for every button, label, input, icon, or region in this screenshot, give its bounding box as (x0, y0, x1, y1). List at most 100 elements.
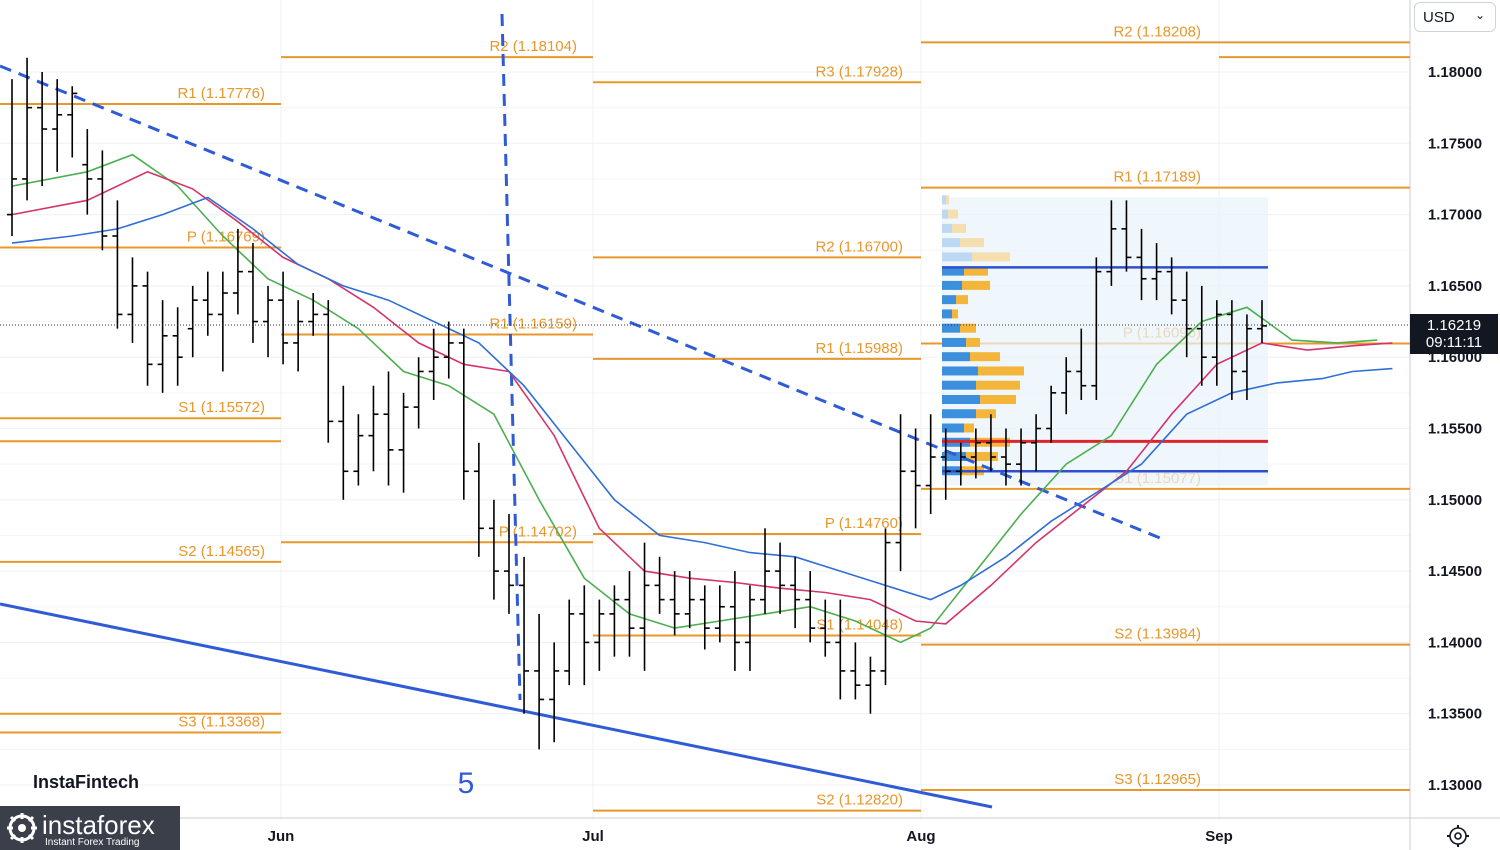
volume-bar-sell (960, 323, 976, 333)
ohlc-bar (805, 571, 816, 643)
pivot-label: P (1.14760) (825, 515, 903, 532)
volume-bar-buy (942, 423, 964, 433)
currency-dropdown[interactable]: USD ⌄ (1414, 2, 1496, 32)
volume-bar-buy (942, 295, 956, 305)
price-tick-label: 1.13500 (1428, 706, 1482, 723)
ohlc-bar (1091, 257, 1102, 400)
pivot-label: R2 (1.16700) (815, 238, 903, 255)
ohlc-bar (1226, 300, 1237, 400)
ohlc-bar (714, 585, 725, 643)
volume-bar-buy (942, 452, 966, 462)
volume-bar-buy (942, 209, 948, 219)
ohlc-bar (172, 307, 183, 386)
pivot-label: R1 (1.16159) (489, 316, 577, 333)
ohlc-bar (1196, 285, 1207, 386)
ohlc-bar (744, 585, 755, 671)
ohlc-bars (7, 57, 1267, 750)
price-tick-label: 1.14000 (1428, 634, 1482, 651)
ohlc-bar (488, 499, 499, 600)
volume-bar-sell (966, 452, 998, 462)
ohlc-bar (729, 571, 740, 671)
price-tick-label: 1.14500 (1428, 563, 1482, 580)
ohlc-bar (534, 613, 545, 750)
volume-bar-buy (942, 380, 976, 390)
volume-bar-sell (952, 223, 966, 233)
ohlc-bar (669, 571, 680, 636)
ohlc-bar (684, 571, 695, 629)
pivot-label: S3 (1.13368) (178, 714, 265, 731)
pivot-label: R1 (1.15988) (815, 340, 903, 357)
ohlc-bar (1061, 357, 1072, 415)
volume-bar-sell (946, 195, 949, 205)
price-tick-label: 1.17500 (1428, 135, 1482, 152)
ohlc-bar (127, 257, 138, 343)
ohlc-bar (398, 392, 409, 493)
volume-bar-sell (976, 380, 1020, 390)
ohlc-bar (187, 285, 198, 358)
ohlc-bar (940, 428, 951, 500)
pivot-label: P (1.16769) (187, 229, 265, 246)
volume-bar-buy (942, 323, 960, 333)
ohlc-bar (925, 414, 936, 515)
ohlc-bar (699, 585, 710, 650)
ohlc-bar (1211, 300, 1222, 386)
ohlc-bar (22, 57, 33, 201)
pivot-label: R2 (1.18104) (489, 38, 577, 55)
volume-bar-buy (942, 309, 952, 319)
ohlc-bar (323, 300, 334, 443)
ohlc-bar (639, 542, 650, 671)
ohlc-bar (1106, 200, 1117, 286)
chevron-down-icon: ⌄ (1474, 8, 1485, 22)
pivot-label: R1 (1.17189) (1113, 169, 1201, 186)
current-price-badge: 1.16219 09:11:11 (1410, 314, 1498, 354)
gear-icon[interactable] (1444, 822, 1472, 850)
ohlc-bar (519, 556, 530, 714)
ohlc-bar (473, 442, 484, 557)
price-tick-label: 1.15500 (1428, 421, 1482, 438)
instafintech-watermark: InstaFintech (33, 772, 140, 792)
volume-bar-buy (942, 195, 946, 205)
ohlc-bar (503, 514, 514, 614)
volume-bar-sell (948, 209, 958, 219)
ohlc-bar (564, 599, 575, 686)
month-tick-label: Sep (1205, 828, 1233, 845)
pivot-label: S2 (1.12820) (816, 792, 903, 809)
ohlc-bar (1121, 200, 1132, 272)
ohlc-bar (52, 79, 63, 172)
volume-bar-buy (942, 409, 976, 419)
ohlc-bar (443, 321, 454, 379)
wave-label-5: 5 (458, 767, 475, 800)
pivot-label: R3 (1.17928) (815, 63, 903, 80)
ohlc-bar (232, 228, 243, 315)
ohlc-bar (82, 129, 93, 215)
ohlc-bar (850, 642, 861, 700)
volume-bar-buy (942, 223, 952, 233)
ohlc-bar (112, 200, 123, 329)
ohlc-bar (985, 414, 996, 472)
volume-bar-sell (972, 252, 1010, 262)
ohlc-bar (579, 585, 590, 686)
instaforex-logo[interactable]: instaforex Instant Forex Trading (0, 806, 180, 850)
ma-slow-line (11, 196, 1393, 601)
ohlc-bar (1046, 385, 1057, 443)
pivot-label: S2 (1.14565) (178, 543, 265, 560)
ohlc-bar (624, 571, 635, 657)
ohlc-bar (594, 599, 605, 671)
volume-bar-buy (942, 266, 964, 276)
price-tick-label: 1.16500 (1428, 278, 1482, 295)
ohlc-bar (865, 656, 876, 714)
ohlc-bar (142, 271, 153, 386)
volume-profile-range (942, 197, 1268, 486)
volume-bar-buy (942, 366, 978, 376)
currency-value: USD (1423, 9, 1455, 26)
volume-bar-sell (952, 309, 958, 319)
price-axis[interactable]: 1.180001.175001.170001.165001.160001.155… (1428, 64, 1482, 794)
ohlc-bar (790, 556, 801, 629)
ohlc-bar (247, 243, 258, 343)
time-axis[interactable]: Jun Jul Aug Sep (268, 828, 1233, 845)
ohlc-bar (1166, 257, 1177, 315)
logo-name: instaforex (42, 810, 155, 840)
month-tick-label: Jul (582, 828, 604, 845)
volume-bar-sell (978, 366, 1024, 376)
